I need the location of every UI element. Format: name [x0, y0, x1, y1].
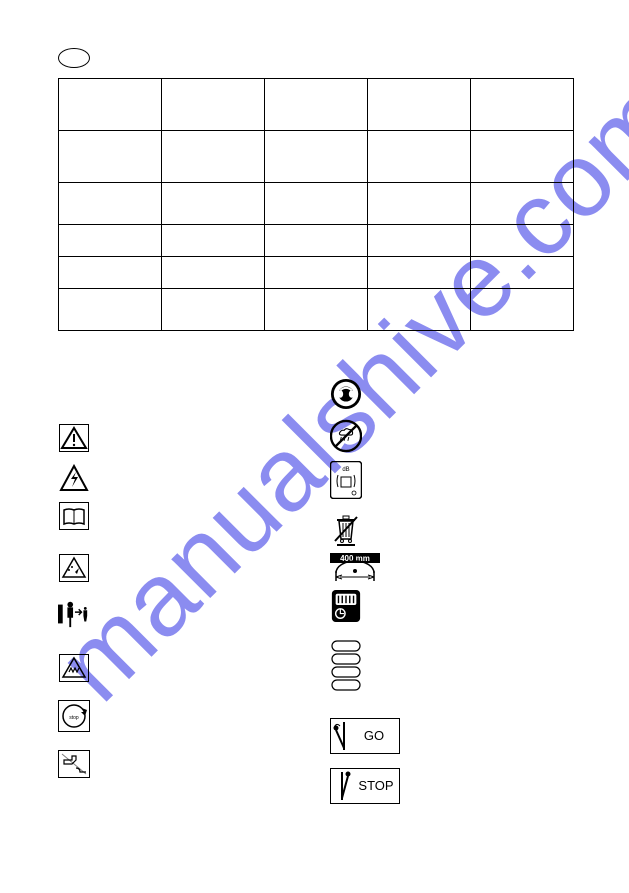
table-row [59, 289, 574, 331]
svg-text:dB: dB [342, 467, 349, 473]
warning-blade-icon [58, 652, 90, 684]
warning-triangle-bolt-icon [58, 462, 90, 494]
stop-rotation-icon: stop [58, 700, 90, 732]
table-row [59, 183, 574, 225]
weee-bin-icon [330, 515, 362, 547]
read-manual-icon [58, 500, 90, 532]
warning-triangle-exclaim-icon [58, 422, 90, 454]
lever-stop-icon: STOP [330, 770, 400, 802]
svg-text:stop: stop [69, 715, 79, 721]
go-label: GO [364, 728, 384, 743]
warning-ejected-parts-icon [58, 552, 90, 584]
sound-power-label-icon: dB [330, 464, 362, 496]
stop-label: STOP [358, 778, 393, 793]
language-oval [58, 48, 90, 68]
no-rain-icon [330, 420, 362, 452]
table-row [59, 131, 574, 183]
disconnect-plug-icon [58, 748, 90, 780]
table-row [59, 79, 574, 131]
lever-go-icon: GO [330, 720, 400, 752]
keep-bystanders-away-icon [58, 598, 90, 630]
table-row [59, 225, 574, 257]
stacked-buttons-icon [330, 636, 362, 696]
hearing-protection-icon [330, 378, 362, 410]
table-row [59, 257, 574, 289]
motor-housing-icon [330, 590, 362, 622]
spec-table [58, 78, 574, 331]
cutting-width-icon: 400 mm [330, 552, 380, 584]
